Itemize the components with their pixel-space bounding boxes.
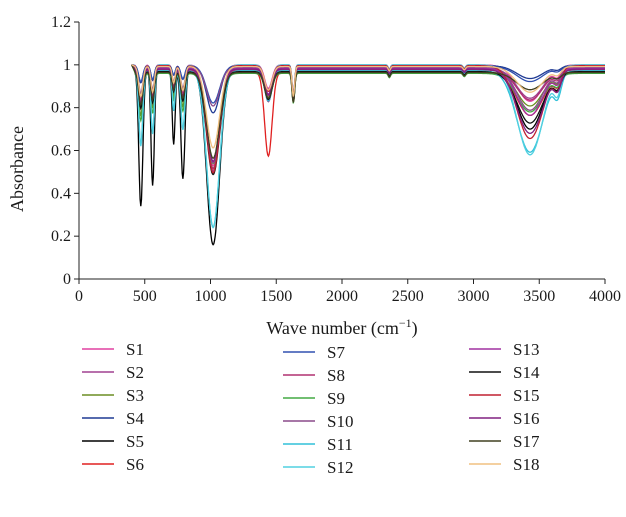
legend-item-s2: S2 <box>82 363 144 382</box>
plot-lines <box>131 64 605 246</box>
legend-label: S11 <box>327 435 353 454</box>
y-tick-label: 0 <box>63 271 71 288</box>
legend-item-s14: S14 <box>469 363 540 382</box>
x-tick-label: 0 <box>75 288 83 305</box>
legend-label: S13 <box>513 340 539 359</box>
y-axis-label: Absorbance <box>7 126 27 212</box>
legend-label: S7 <box>327 343 345 362</box>
x-tick-label: 3500 <box>523 288 555 305</box>
y-tick-label: 0.6 <box>51 143 71 160</box>
series-line-s12 <box>131 64 605 229</box>
legend-label: S10 <box>327 412 353 431</box>
legend-item-s3: S3 <box>82 386 144 405</box>
x-axis-label-close: ) <box>412 318 418 339</box>
legend-label: S1 <box>126 340 144 359</box>
legend-item-s18: S18 <box>469 455 539 474</box>
series-line-s17 <box>131 64 605 159</box>
legend-item-s15: S15 <box>469 386 539 405</box>
legend-label: S14 <box>513 363 540 382</box>
legend-label: S2 <box>126 363 144 382</box>
legend-item-s6: S6 <box>82 455 144 474</box>
y-tick-label: 0.4 <box>51 185 71 202</box>
legend-label: S9 <box>327 389 345 408</box>
y-tick-label: 1 <box>63 57 71 74</box>
x-axis-label-main: Wave number (cm <box>266 318 399 339</box>
y-tick-label: 1.2 <box>51 14 71 31</box>
x-axis-label: Wave number (cm−1) <box>266 316 417 339</box>
y-tick-label: 0.2 <box>51 228 71 245</box>
legend-item-s11: S11 <box>283 435 353 454</box>
legend-item-s13: S13 <box>469 340 539 359</box>
x-tick-label: 500 <box>133 288 157 305</box>
legend-item-s4: S4 <box>82 409 144 428</box>
x-tick-label: 1000 <box>195 288 227 305</box>
legend-item-s7: S7 <box>283 343 345 362</box>
legend-item-s10: S10 <box>283 412 353 431</box>
legend: S1 S2 S3 S4 S5 S6 S7 S8 S9 S10 S11 S12 S13 S14 S15 S16 S… <box>82 340 540 477</box>
x-tick-label: 1500 <box>260 288 292 305</box>
series-line-s18 <box>131 64 605 149</box>
legend-item-s17: S17 <box>469 432 540 451</box>
x-tick-label: 4000 <box>589 288 621 305</box>
x-axis-label-superscript: −1 <box>399 316 412 330</box>
legend-item-s5: S5 <box>82 432 144 451</box>
legend-label: S3 <box>126 386 144 405</box>
legend-item-s16: S16 <box>469 409 539 428</box>
series-line-s10 <box>131 64 605 111</box>
legend-item-s1: S1 <box>82 340 144 359</box>
legend-label: S4 <box>126 409 144 428</box>
y-tick-label: 0.8 <box>51 100 71 117</box>
legend-label: S17 <box>513 432 540 451</box>
legend-label: S6 <box>126 455 144 474</box>
x-tick-label: 3000 <box>458 288 490 305</box>
series-line-s15 <box>131 64 605 174</box>
legend-label: S5 <box>126 432 144 451</box>
legend-item-s12: S12 <box>283 458 353 477</box>
legend-label: S18 <box>513 455 539 474</box>
ticks: 0 500 1000 1500 2000 2500 3000 3500 4000 0 0.2 0.4 0… <box>51 14 621 305</box>
legend-label: S15 <box>513 386 539 405</box>
legend-item-s9: S9 <box>283 389 345 408</box>
x-tick-label: 2000 <box>326 288 358 305</box>
legend-label: S8 <box>327 366 345 385</box>
legend-label: S16 <box>513 409 539 428</box>
legend-item-s8: S8 <box>283 366 345 385</box>
legend-label: S12 <box>327 458 353 477</box>
x-tick-label: 2500 <box>392 288 424 305</box>
